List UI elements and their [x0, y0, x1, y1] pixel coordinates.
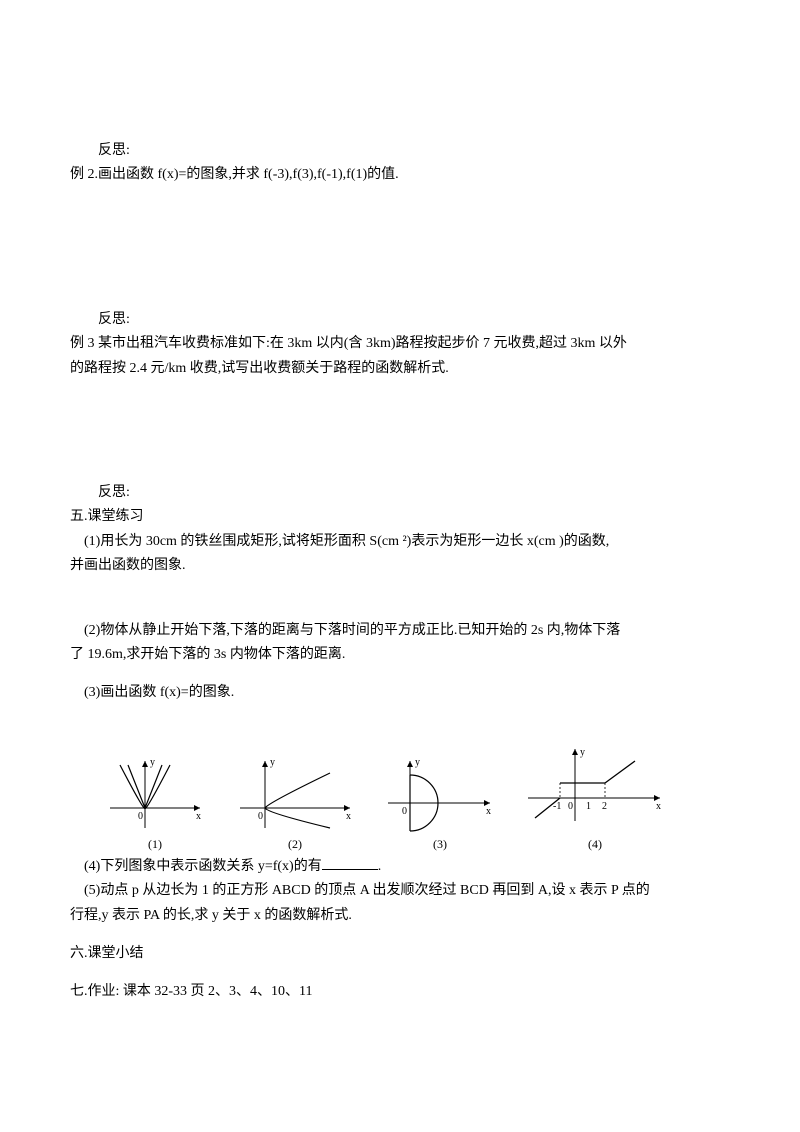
problem-4-prefix: (4)下列图象中表示函数关系 y=f(x)的有: [84, 859, 322, 874]
example-3-line1: 例 3 某市出租汽车收费标准如下:在 3km 以内(含 3km)路程按起步价 7…: [70, 333, 730, 355]
problem-2-line1: (2)物体从静止开始下落,下落的距离与下落时间的平方成正比.已知开始的 2s 内…: [70, 620, 730, 642]
graph-1: 0 x y (1): [100, 753, 210, 854]
problem-1-line2: 并画出函数的图象.: [70, 555, 730, 577]
graph-4: -1 0 1 2 x y (4): [520, 743, 670, 854]
reflect-1: 反思:: [70, 140, 730, 162]
problem-2-line2: 了 19.6m,求开始下落的 3s 内物体下落的距离.: [70, 644, 730, 666]
example-3-line2: 的路程按 2.4 元/km 收费,试写出收费额关于路程的函数解析式.: [70, 358, 730, 380]
svg-text:y: y: [415, 757, 420, 768]
reflect-2: 反思:: [70, 309, 730, 331]
svg-text:x: x: [656, 801, 661, 812]
problem-5-line2: 行程,y 表示 PA 的长,求 y 关于 x 的函数解析式.: [70, 905, 730, 927]
svg-text:-1: -1: [553, 801, 561, 812]
problem-1-line1: (1)用长为 30cm 的铁丝围成矩形,试将矩形面积 S(cm ²)表示为矩形一…: [70, 531, 730, 553]
svg-text:0: 0: [402, 806, 407, 817]
problem-5-line1: (5)动点 p 从边长为 1 的正方形 ABCD 的顶点 A 出发顺次经过 BC…: [70, 880, 730, 902]
svg-text:0: 0: [258, 811, 263, 822]
graph-2: 0 x y (2): [230, 753, 360, 854]
svg-text:1: 1: [586, 801, 591, 812]
problem-4: (4)下列图象中表示函数关系 y=f(x)的有.: [70, 856, 730, 878]
graph-2-label: (2): [288, 835, 302, 854]
problem-4-suffix: .: [378, 859, 382, 874]
graphs-row: 0 x y (1) 0 x y (2) 0 x y: [100, 743, 730, 854]
example-2: 例 2.画出函数 f(x)=的图象,并求 f(-3),f(3),f(-1),f(…: [70, 164, 730, 186]
problem-3: (3)画出函数 f(x)=的图象.: [70, 682, 730, 704]
section-7: 七.作业: 课本 32-33 页 2、3、4、10、11: [70, 981, 730, 1003]
graph-3-label: (3): [433, 835, 447, 854]
graph-4-label: (4): [588, 835, 602, 854]
axis-x: x: [196, 811, 201, 822]
graph-1-label: (1): [148, 835, 162, 854]
reflect-3: 反思:: [70, 482, 730, 504]
graph-3: 0 x y (3): [380, 753, 500, 854]
section-6: 六.课堂小结: [70, 943, 730, 965]
svg-text:2: 2: [602, 801, 607, 812]
axis-zero: 0: [138, 811, 143, 822]
axis-y: y: [150, 757, 155, 768]
fill-blank: [322, 858, 378, 870]
section-5-title: 五.课堂练习: [70, 506, 730, 528]
svg-text:x: x: [486, 806, 491, 817]
svg-text:x: x: [346, 811, 351, 822]
svg-text:y: y: [270, 757, 275, 768]
svg-text:y: y: [580, 747, 585, 758]
svg-text:0: 0: [568, 801, 573, 812]
